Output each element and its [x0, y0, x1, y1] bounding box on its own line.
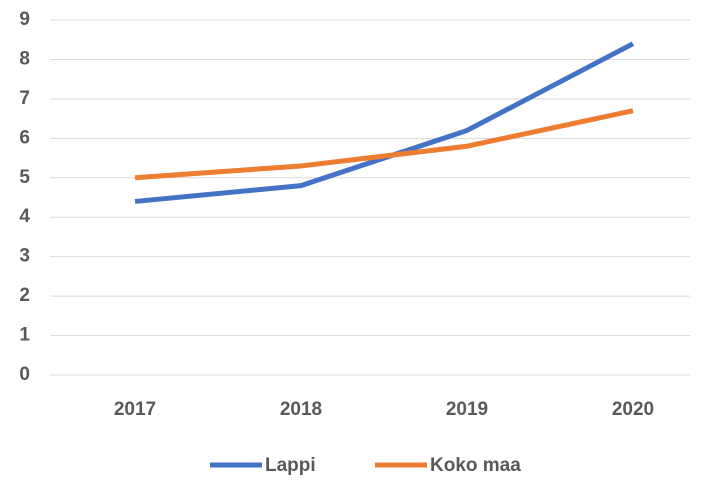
- x-tick-label: 2018: [280, 399, 322, 420]
- x-tick-label: 2017: [114, 399, 156, 420]
- legend-label: Lappi: [265, 455, 316, 476]
- legend-label: Koko maa: [430, 455, 521, 476]
- y-tick-label: 3: [19, 246, 30, 267]
- y-tick-label: 5: [19, 167, 30, 188]
- y-tick-label: 6: [19, 127, 30, 148]
- y-tick-label: 4: [19, 206, 30, 227]
- y-tick-label: 7: [19, 88, 30, 109]
- y-tick-label: 1: [19, 325, 30, 346]
- y-tick-label: 0: [19, 364, 30, 385]
- y-tick-label: 9: [19, 9, 30, 30]
- line-series: [134, 108, 634, 181]
- x-tick-label: 2020: [612, 399, 654, 420]
- x-tick-label: 2019: [446, 399, 488, 420]
- y-tick-label: 2: [19, 285, 30, 306]
- y-tick-label: 8: [19, 48, 30, 69]
